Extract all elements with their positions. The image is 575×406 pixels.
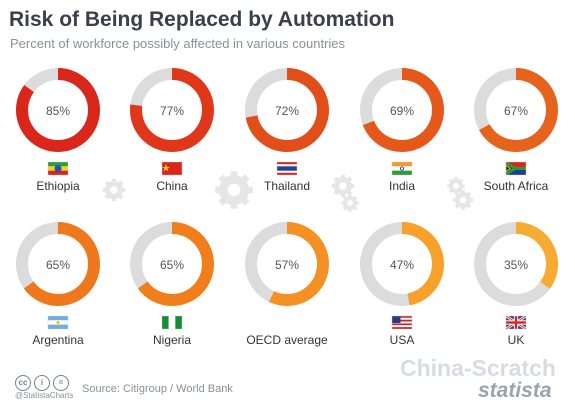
country-label: Nigeria bbox=[153, 333, 191, 347]
argentina-flag-icon bbox=[47, 315, 69, 330]
thailand-flag-icon bbox=[276, 161, 298, 176]
country-label: China bbox=[156, 179, 188, 193]
gear-decorations bbox=[102, 171, 473, 212]
watermark: China-Scratch bbox=[400, 355, 556, 381]
chart-subtitle: Percent of workforce possibly affected i… bbox=[10, 36, 346, 51]
donut-value-label: 77% bbox=[160, 104, 184, 118]
source-note: Source: Citigroup / World Bank bbox=[82, 383, 233, 395]
usa-flag-icon bbox=[391, 315, 413, 330]
donut-value-label: 67% bbox=[504, 104, 528, 118]
country-label: Thailand bbox=[264, 179, 310, 193]
by-icon: i bbox=[34, 375, 50, 391]
country-label: Argentina bbox=[32, 333, 84, 347]
donut-value-label: 65% bbox=[46, 258, 70, 272]
license-icons: cc i = bbox=[15, 372, 72, 391]
donut-arc bbox=[16, 68, 100, 152]
donut-arc bbox=[474, 222, 558, 306]
country-label: USA bbox=[390, 333, 415, 347]
donut-arc bbox=[16, 222, 100, 306]
gear-icon bbox=[453, 190, 473, 210]
equal-icon: = bbox=[53, 375, 69, 391]
gear-icon bbox=[341, 194, 359, 212]
statista-logo: statista bbox=[478, 379, 552, 402]
donut-value-label: 69% bbox=[390, 104, 414, 118]
country-label: South Africa bbox=[484, 179, 549, 193]
donut-arc bbox=[360, 68, 444, 152]
uk-flag-icon bbox=[505, 314, 527, 331]
donut-arc bbox=[360, 222, 444, 306]
donut-value-label: 72% bbox=[275, 104, 299, 118]
donut-arc bbox=[130, 222, 214, 306]
gear-icon bbox=[447, 177, 465, 195]
south-africa-flag-icon bbox=[505, 161, 527, 176]
donut-value-label: 57% bbox=[275, 258, 299, 272]
gear-icon bbox=[215, 171, 253, 209]
country-label: OECD average bbox=[246, 333, 328, 347]
gear-icon bbox=[331, 174, 355, 198]
donut-arc bbox=[245, 222, 329, 306]
donut-value-label: 47% bbox=[390, 258, 414, 272]
donut-arc bbox=[474, 68, 558, 152]
gear-icon bbox=[102, 178, 126, 202]
donut-value-label: 85% bbox=[46, 104, 70, 118]
country-label: India bbox=[389, 179, 415, 193]
chart-title: Risk of Being Replaced by Automation bbox=[9, 8, 395, 31]
twitter-handle: @StatistaCharts bbox=[15, 391, 74, 400]
ethiopia-flag-icon bbox=[47, 161, 69, 176]
country-label: Ethiopia bbox=[36, 179, 80, 193]
donut-value-label: 35% bbox=[504, 258, 528, 272]
cc-icon: cc bbox=[15, 375, 31, 391]
nigeria-flag-icon bbox=[161, 315, 183, 330]
donut-arc bbox=[245, 68, 329, 152]
china-flag-icon bbox=[161, 161, 183, 176]
donut-value-label: 65% bbox=[160, 258, 184, 272]
country-label: UK bbox=[508, 333, 525, 347]
donut-arc bbox=[130, 68, 214, 152]
india-flag-icon bbox=[391, 161, 413, 176]
